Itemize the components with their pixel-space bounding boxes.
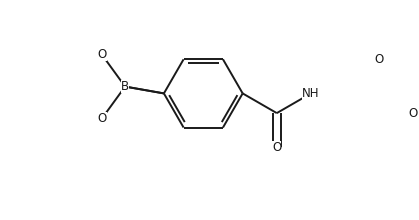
Text: O: O bbox=[409, 107, 418, 120]
Text: O: O bbox=[272, 141, 282, 154]
Text: B: B bbox=[121, 80, 129, 93]
Text: O: O bbox=[97, 112, 106, 125]
Text: O: O bbox=[97, 48, 106, 61]
Text: NH: NH bbox=[302, 87, 320, 100]
Text: O: O bbox=[375, 53, 384, 66]
